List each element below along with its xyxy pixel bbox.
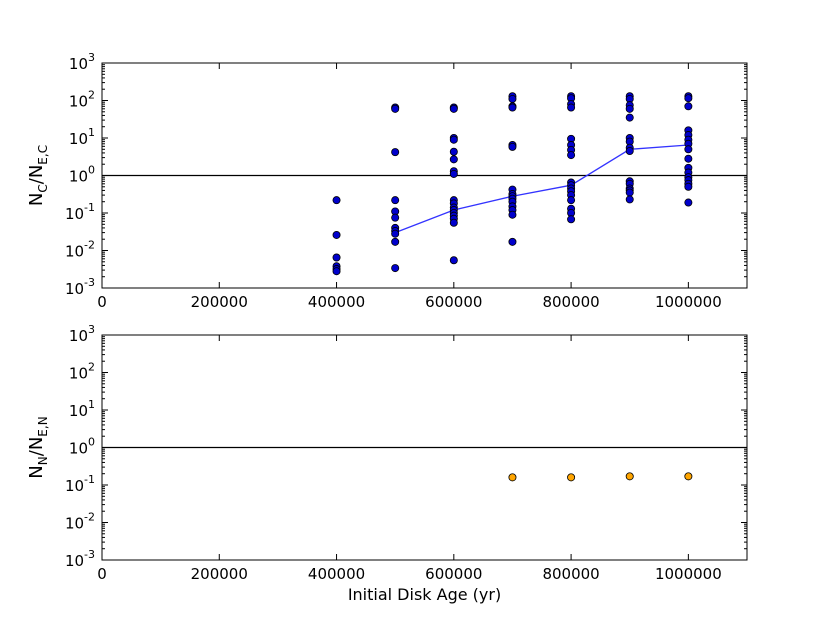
panel-bottom-y-axis-title: NN/NE,N — [26, 416, 50, 478]
panel-top-y-axis-title: NC/NE,C — [26, 145, 50, 206]
panel-bottom-x-tick-label: 600000 — [425, 565, 482, 583]
panel-top-data-point — [567, 103, 576, 112]
panel-top-data-point — [625, 195, 634, 204]
panel-top-data-point — [449, 135, 458, 144]
panel-top-data-point — [391, 237, 400, 246]
panel-bottom-y-tick-label: 10-3 — [65, 548, 95, 570]
panel-bottom-y-tick-label: 10-1 — [65, 473, 95, 495]
panel-top-data-point — [625, 113, 634, 122]
panel-top-data-point — [449, 155, 458, 164]
panel-top-data-point — [391, 264, 400, 273]
panel-top-data-point — [508, 210, 517, 219]
panel-bottom-y-tick-label: 10-2 — [65, 511, 95, 533]
panel-top-y-tick-label: 10-3 — [65, 276, 95, 298]
panel-top-data-point — [508, 103, 517, 112]
panel-top-data-point — [391, 213, 400, 222]
panel-top-data-point — [449, 256, 458, 265]
panel-bottom-data-point — [684, 472, 693, 481]
panel-top-y-tick-label: 102 — [69, 89, 95, 111]
panel-bottom-x-tick-label: 800000 — [542, 565, 599, 583]
panel-top-data-point — [508, 237, 517, 246]
panel-top-x-tick-label: 0 — [97, 293, 107, 311]
panel-top-y-tick-label: 103 — [69, 51, 95, 73]
panel-bottom-y-tick-label: 103 — [69, 323, 95, 345]
panel-top-data-point — [332, 196, 341, 205]
panel-top-data-point — [567, 196, 576, 205]
panel-top-data-point — [567, 215, 576, 224]
panel-bottom-x-tick-label: 200000 — [191, 565, 248, 583]
panel-top-data-point — [508, 94, 517, 103]
panel-top-data-point — [684, 154, 693, 163]
panel-top-data-point — [567, 151, 576, 160]
panel-bottom-y-tick-label: 102 — [69, 361, 95, 383]
panel-top-data-point — [684, 102, 693, 111]
panel-top-data-point — [684, 94, 693, 103]
panel-top-data-point — [684, 145, 693, 154]
panel-top: 0 200000 400000 600000 800000 1000000 10-3 10-2… — [26, 51, 748, 311]
panel-top-y-tick-label: 10-1 — [65, 201, 95, 223]
panel-top-data-point — [684, 198, 693, 207]
panel-top-data-point — [625, 188, 634, 197]
panel-top-data-point — [449, 218, 458, 227]
panel-top-trend-line — [394, 144, 689, 234]
panel-bottom-y-tick-label: 100 — [69, 436, 95, 458]
panel-bottom-data-point — [625, 472, 634, 481]
panel-top-data-point — [449, 104, 458, 113]
panel-bottom-x-tick-label: 1000000 — [655, 565, 722, 583]
panel-bottom-y-tick-label: 101 — [69, 398, 95, 420]
panel-top-y-tick-label: 10-2 — [65, 239, 95, 261]
panel-top-data-point — [625, 147, 634, 156]
panel-top-y-tick-label: 101 — [69, 126, 95, 148]
panel-top-data-point — [508, 142, 517, 151]
panel-bottom-x-tick-label: 400000 — [308, 565, 365, 583]
panel-top-data-point — [449, 147, 458, 156]
panel-top-data-point — [332, 253, 341, 262]
panel-top-x-tick-label: 400000 — [308, 293, 365, 311]
panel-top-data-point — [391, 148, 400, 157]
panel-bottom-data-point — [567, 473, 576, 482]
panel-top-data-point — [684, 182, 693, 191]
panel-top-data-point — [391, 196, 400, 205]
panel-bottom-x-tick-label: 0 — [97, 565, 107, 583]
panel-top-x-tick-label: 800000 — [542, 293, 599, 311]
panel-bottom-data-point — [508, 473, 517, 482]
panel-top-y-tick-label: 100 — [69, 164, 95, 186]
panel-top-x-tick-label: 1000000 — [655, 293, 722, 311]
panel-top-data-point — [332, 267, 341, 276]
panel-bottom: 0 200000 400000 600000 800000 1000000 10-3 10-2… — [26, 323, 748, 604]
panel-top-data-point — [332, 230, 341, 239]
panel-top-x-tick-label: 600000 — [425, 293, 482, 311]
panel-top-data-point — [449, 169, 458, 178]
panel-top-data-point — [625, 104, 634, 113]
panel-top-data-point — [391, 229, 400, 238]
panel-top-x-tick-label: 200000 — [191, 293, 248, 311]
panel-top-data-point — [391, 104, 400, 113]
panel-bottom-x-axis-title: Initial Disk Age (yr) — [348, 585, 501, 604]
